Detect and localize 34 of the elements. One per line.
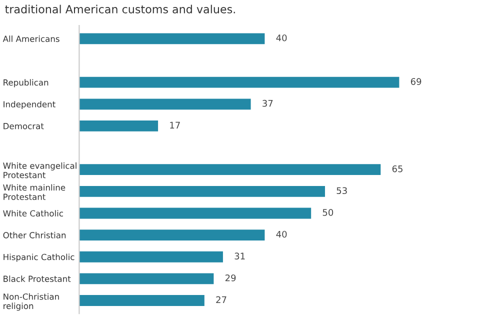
data-label: 69 [410,78,422,85]
bar [79,273,214,284]
y-tick-label: Democrat [4,123,44,130]
y-tick-label: Hispanic Catholic [4,254,74,262]
data-label: 37 [262,100,273,107]
y-tick-label: White Catholic [3,210,63,217]
y-tick-label: Black Protestant [4,276,71,282]
chart-title: traditional American customs and values. [5,4,235,14]
bar [79,98,251,110]
bar [79,76,400,88]
bar [79,208,312,219]
data-label: 40 [276,230,287,238]
y-tick-label: White mainline Protestant [3,184,66,200]
y-tick-label: Non-Christian religion [4,293,59,311]
bar [79,295,204,306]
data-label: 53 [336,187,347,194]
bar [79,230,265,241]
bar [79,251,223,262]
y-tick-label: White evangelical Protestant [3,162,76,178]
bar [79,164,381,176]
y-tick-label: Republican [4,79,48,88]
data-label: 27 [216,296,226,303]
bar [79,186,325,197]
y-tick-label: Independent [4,100,56,110]
y-tick-label: Other Christian [3,232,66,238]
bar [79,33,265,44]
bar [79,120,158,132]
data-label: 40 [276,34,287,42]
data-label: 50 [322,209,334,216]
data-label: 65 [392,165,402,172]
data-label: 17 [170,122,180,128]
y-tick-label: All Americans [2,36,60,42]
data-label: 29 [225,274,236,282]
data-label: 31 [234,252,245,260]
